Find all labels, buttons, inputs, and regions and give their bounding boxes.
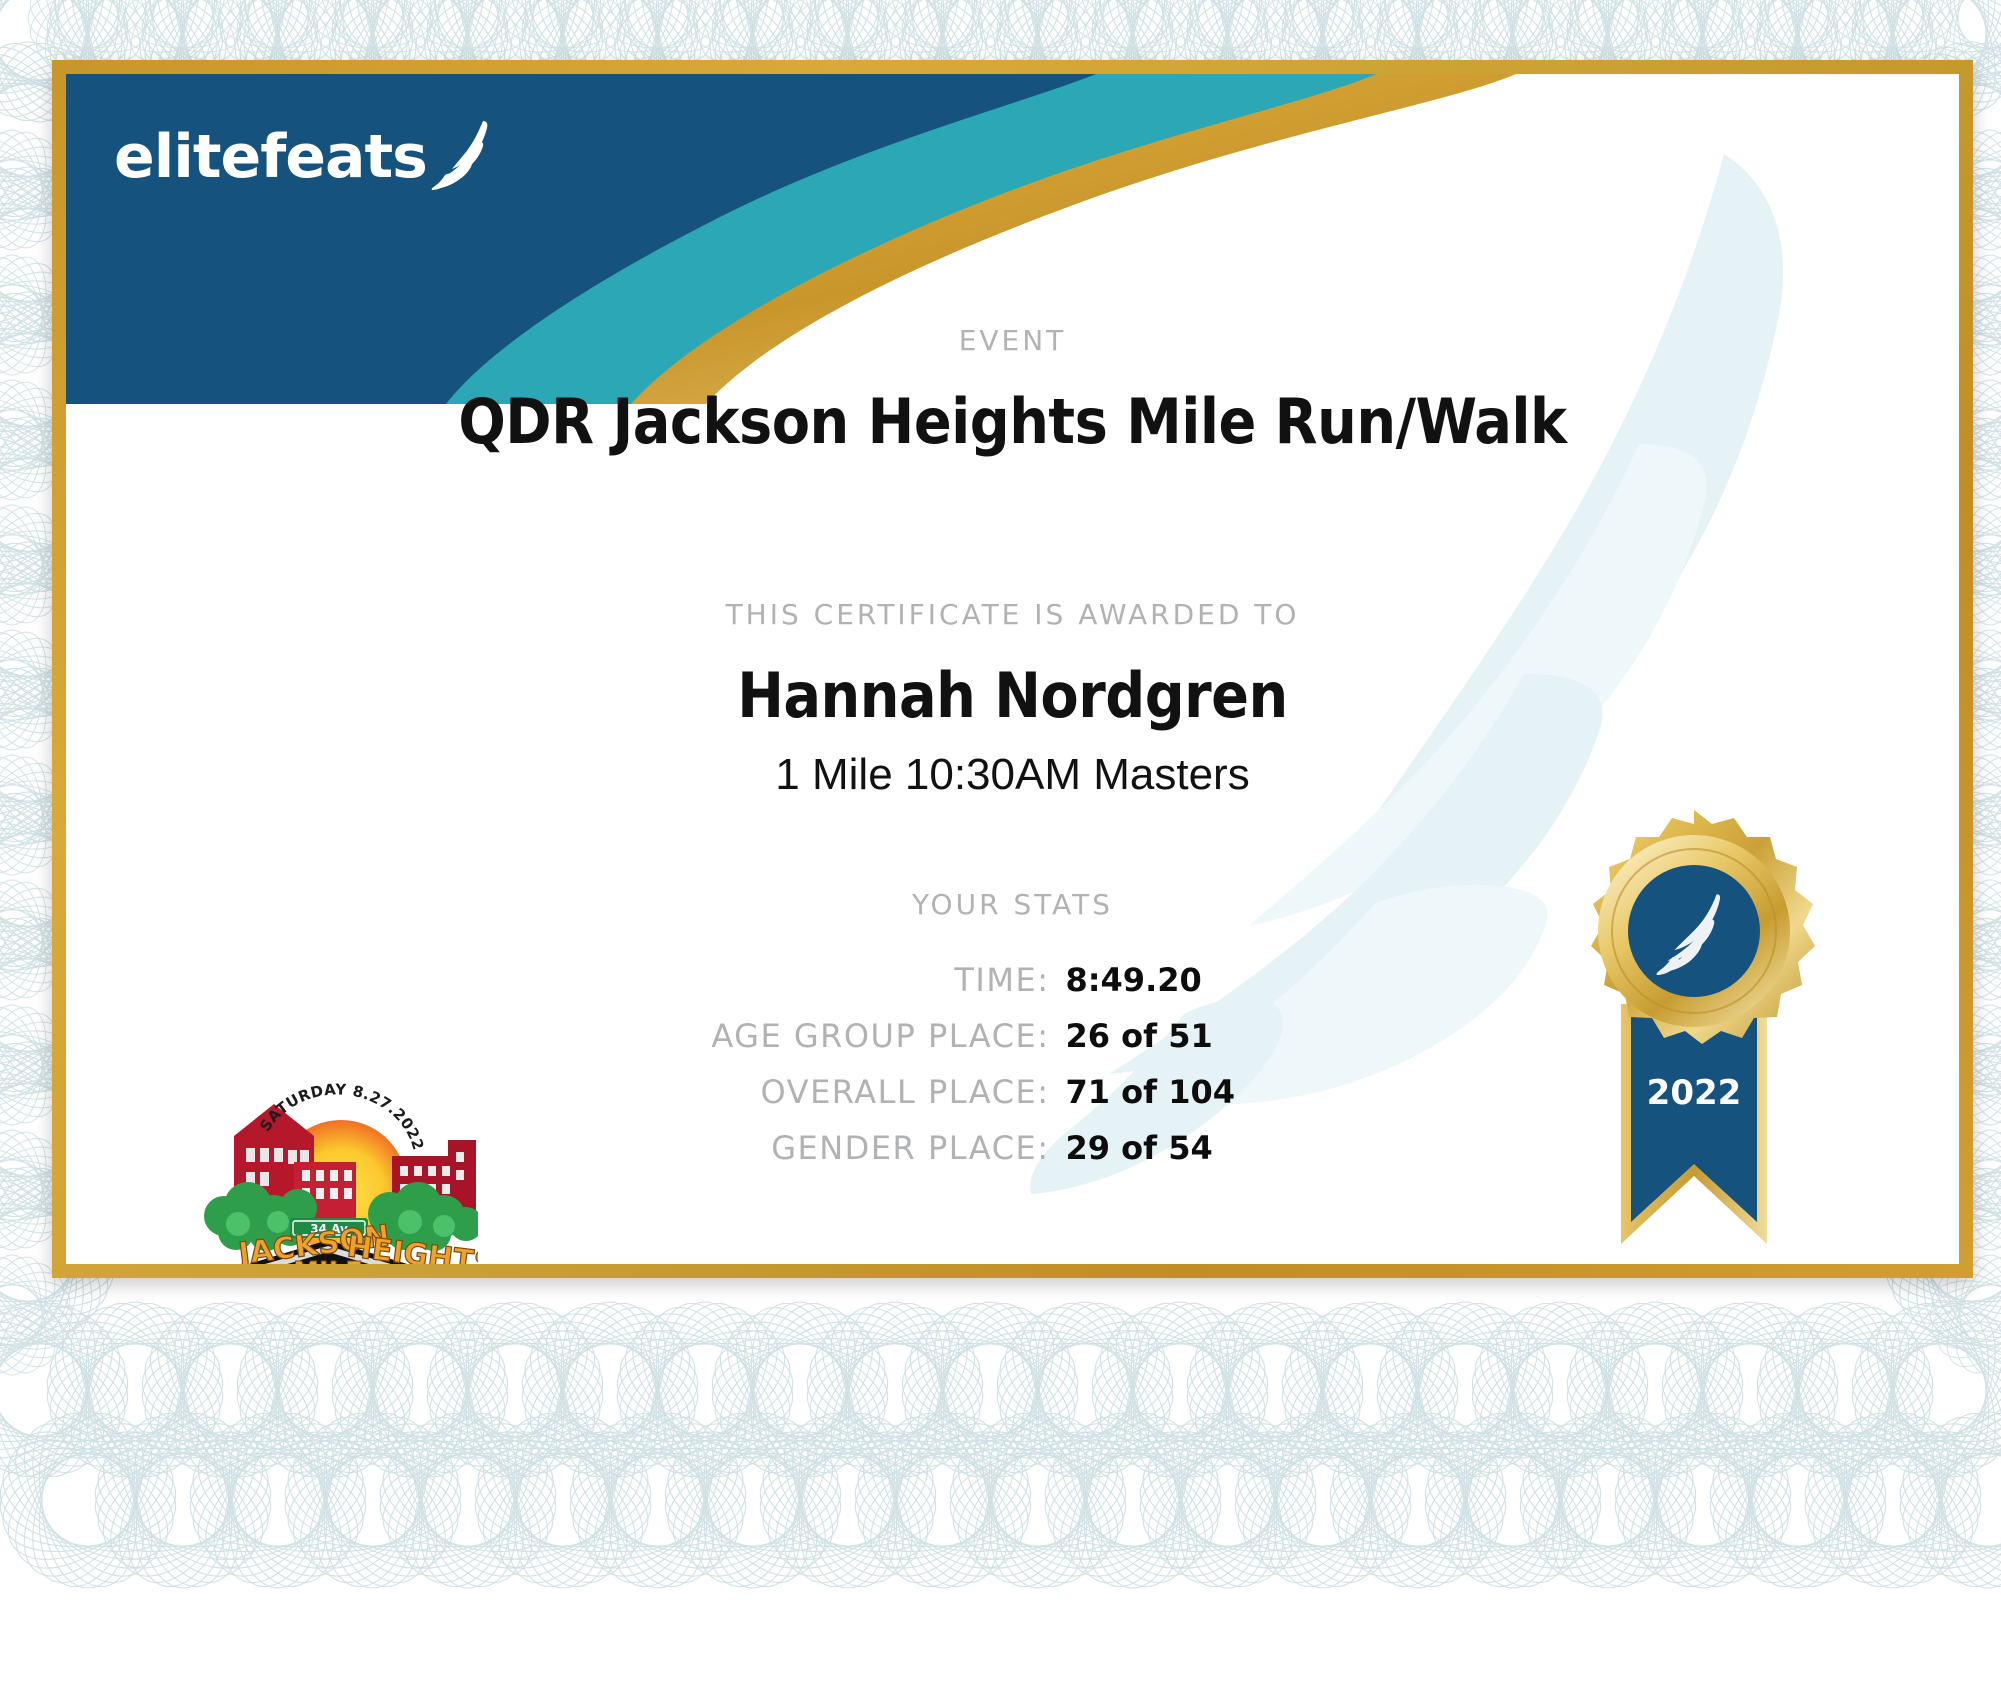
stat-row-overall-place: OVERALL PLACE: 71 of 104 bbox=[443, 1073, 1583, 1111]
badge-year-text: 2022 bbox=[1647, 1073, 1742, 1113]
badge-ribbon: 2022 bbox=[1621, 1004, 1767, 1244]
badge-caption-line1: FINISHER bbox=[1549, 1268, 1839, 1278]
elitefeats-logo: elitefeats bbox=[114, 119, 493, 192]
stat-key: TIME: bbox=[954, 961, 1050, 999]
stat-key: AGE GROUP PLACE: bbox=[711, 1017, 1050, 1055]
certificate-card: elitefeats EVENT QDR Jackson Heights Mil… bbox=[52, 60, 1973, 1278]
gold-medal-rosette-icon: 2022 bbox=[1591, 810, 1815, 1244]
stat-key: OVERALL PLACE: bbox=[760, 1073, 1050, 1111]
race-title-line2: HEIGHTS bbox=[345, 1229, 478, 1278]
event-title: QDR Jackson Heights Mile Run/Walk bbox=[458, 385, 1567, 458]
stat-value: 26 of 51 bbox=[1065, 1017, 1213, 1055]
event-label: EVENT bbox=[958, 324, 1067, 357]
stat-row-time: TIME: 8:49.20 bbox=[443, 961, 1583, 999]
winged-foot-icon bbox=[431, 121, 488, 190]
jackson-heights-mile-race-logo: SATURDAY 8.27.2022 34 Av bbox=[178, 1074, 478, 1278]
stat-value: 29 of 54 bbox=[1065, 1129, 1213, 1167]
recipient-name: Hannah Nordgren bbox=[737, 659, 1288, 732]
logo-wordmark: elitefeats bbox=[114, 122, 428, 192]
your-stats-label: YOUR STATS bbox=[911, 888, 1114, 921]
finisher-badge: 2022 FINISHER CERTIFICATE bbox=[1549, 804, 1839, 1278]
stat-row-gender-place: GENDER PLACE: 29 of 54 bbox=[443, 1129, 1583, 1167]
awarded-to-label: THIS CERTIFICATE IS AWARDED TO bbox=[725, 598, 1300, 631]
race-division: 1 Mile 10:30AM Masters bbox=[775, 750, 1250, 799]
badge-caption: FINISHER CERTIFICATE bbox=[1549, 1268, 1839, 1278]
stat-key: GENDER PLACE: bbox=[771, 1129, 1050, 1167]
stat-row-age-group-place: AGE GROUP PLACE: 26 of 51 bbox=[443, 1017, 1583, 1055]
race-title-line3: MILE bbox=[293, 1257, 363, 1278]
stat-value: 71 of 104 bbox=[1065, 1073, 1235, 1111]
street-sign-text: 34 Av bbox=[310, 1222, 348, 1236]
stat-value: 8:49.20 bbox=[1065, 961, 1202, 999]
